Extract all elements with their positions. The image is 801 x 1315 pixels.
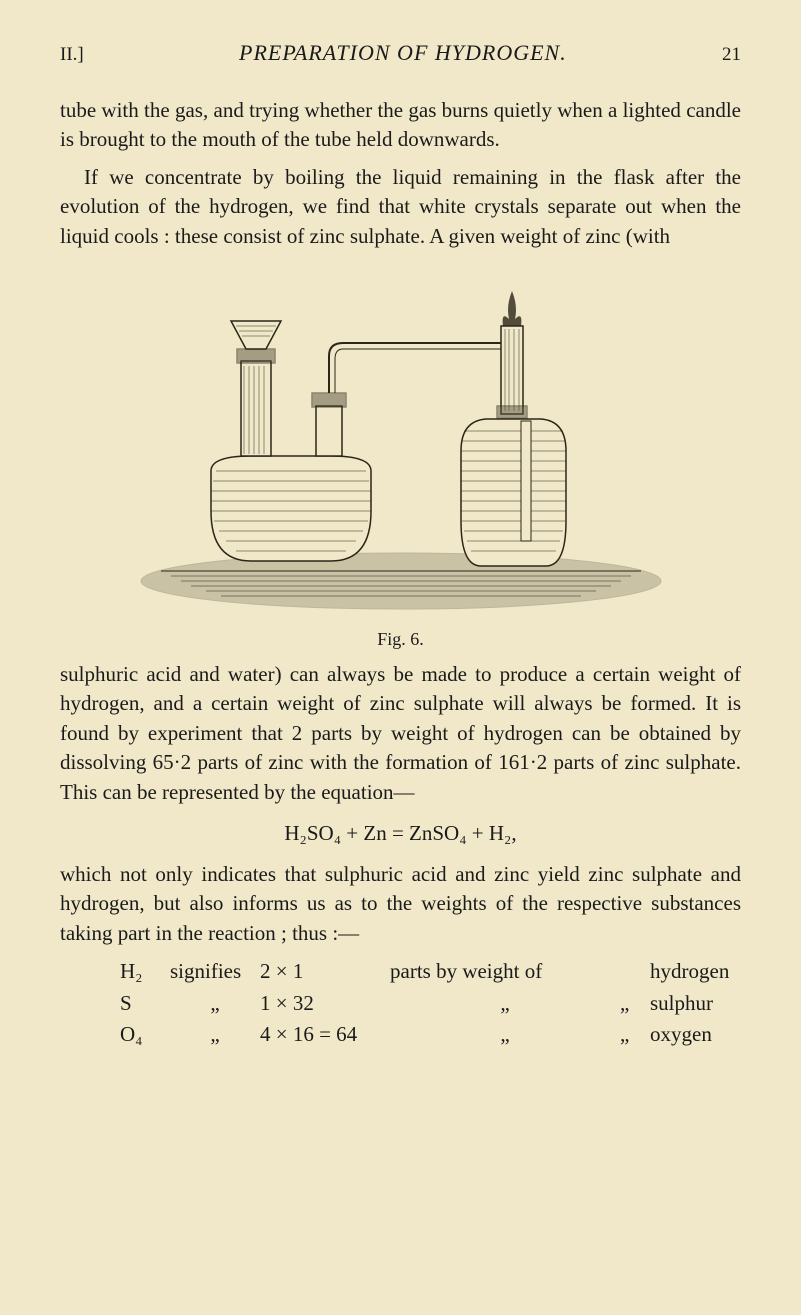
table-row: O₄ „ 4 × 16 = 64 „ „ oxygen (120, 1019, 741, 1051)
paragraph-3: sulphuric acid and water) can always be … (60, 660, 741, 807)
substance: oxygen (650, 1019, 741, 1051)
chapter-number: II.] (60, 44, 84, 66)
multiplication: 2 × 1 (260, 956, 390, 988)
symbol: H₂ (120, 956, 170, 988)
multiplication: 4 × 16 = 64 (260, 1019, 390, 1051)
substance: sulphur (650, 988, 741, 1020)
multiplication: 1 × 32 (260, 988, 390, 1020)
substance: hydrogen (650, 956, 741, 988)
symbol: O₄ (120, 1019, 170, 1051)
paragraph-4: which not only indicates that sulphuric … (60, 860, 741, 948)
parts-label: parts by weight of (390, 956, 620, 988)
ditto (620, 956, 650, 988)
signifies: signifies (170, 956, 260, 988)
figure-caption: Fig. 6. (60, 629, 741, 650)
flame-icon (502, 291, 521, 331)
table-row: H₂ signifies 2 × 1 parts by weight of hy… (120, 956, 741, 988)
figure-6: Fig. 6. (60, 271, 741, 650)
apparatus-illustration (121, 271, 681, 621)
page-title: PREPARATION OF HYDROGEN. (84, 40, 722, 66)
paragraph-2: If we concentrate by boiling the liquid … (60, 163, 741, 251)
table-row: S „ 1 × 32 „ „ sulphur (120, 988, 741, 1020)
ditto: „ (620, 988, 650, 1020)
ditto: „ (390, 988, 620, 1020)
chemical-equation: H₂SO₄ + Zn = ZnSO₄ + H₂, (60, 821, 741, 846)
page-header: II.] PREPARATION OF HYDROGEN. 21 (60, 40, 741, 66)
ditto: „ (620, 1019, 650, 1051)
ditto: „ (390, 1019, 620, 1051)
paragraph-1: tube with the gas, and trying whether th… (60, 96, 741, 155)
ditto: „ (170, 1019, 260, 1051)
symbol: S (120, 988, 170, 1020)
page-number: 21 (722, 44, 741, 66)
ditto: „ (170, 988, 260, 1020)
reaction-table: H₂ signifies 2 × 1 parts by weight of hy… (120, 956, 741, 1051)
